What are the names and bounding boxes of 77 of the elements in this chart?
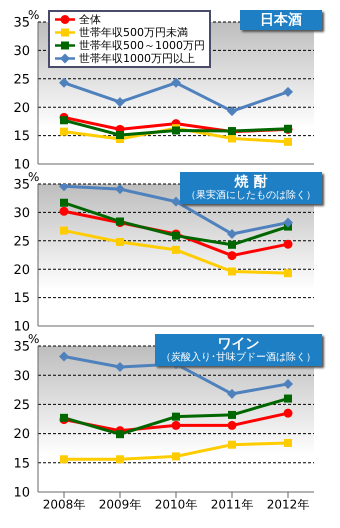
point	[116, 430, 124, 438]
point	[116, 455, 124, 464]
point	[116, 238, 124, 246]
point	[59, 352, 69, 362]
y-tick-label: 20	[13, 262, 30, 278]
point	[60, 206, 68, 216]
point	[172, 412, 180, 421]
point	[228, 251, 236, 260]
y-tick-label: 30	[13, 368, 30, 384]
legend-label: 世帯年収500万円未満	[79, 26, 188, 39]
point	[60, 116, 68, 124]
point	[284, 269, 292, 278]
point	[60, 455, 68, 464]
chart-title: ワイン	[218, 336, 260, 352]
y-tick-label: 25	[13, 234, 30, 250]
point	[284, 408, 292, 418]
text: （果実酒にしたものは除く）	[186, 190, 316, 202]
point	[60, 414, 68, 422]
point	[228, 267, 236, 276]
point	[60, 226, 68, 235]
point	[172, 452, 180, 460]
y-axis-title: %	[28, 332, 40, 346]
legend-label: 世帯年収500～1000万円	[79, 39, 205, 52]
point	[171, 196, 181, 207]
point	[228, 420, 236, 430]
y-tick-label: 15	[13, 129, 30, 144]
point	[284, 394, 292, 403]
point	[172, 420, 180, 430]
y-tick-label: 15	[13, 456, 30, 472]
y-tick-label: 35	[13, 16, 30, 31]
point	[283, 218, 293, 228]
point	[172, 246, 180, 254]
point	[171, 78, 181, 88]
y-tick-label: 35	[13, 340, 30, 355]
x-tick-label: 2011年	[210, 498, 254, 512]
y-tick-label: 10	[13, 486, 30, 501]
legend-label: 世帯年収1000万円以上	[79, 52, 195, 65]
y-tick-label: 20	[13, 100, 30, 116]
x-tick-label: 2012年	[266, 498, 310, 512]
point	[284, 438, 292, 447]
point	[284, 240, 292, 249]
point	[59, 78, 69, 88]
point	[227, 228, 237, 239]
point	[283, 86, 293, 97]
point	[227, 106, 237, 116]
y-axis-title: %	[28, 8, 40, 22]
chart-title: 日本酒	[259, 12, 303, 28]
point	[116, 131, 124, 140]
y-tick-label: 20	[13, 427, 30, 442]
y-tick-label: 30	[13, 44, 30, 60]
point	[228, 440, 236, 449]
point	[172, 232, 180, 240]
chart-title: 焼 酎	[233, 174, 268, 190]
text: （炭酸入り･甘味ブドー酒は除く）	[161, 352, 316, 364]
x-tick-label: 2010年	[154, 498, 198, 512]
y-tick-label: 35	[13, 178, 30, 193]
point	[115, 184, 125, 194]
point	[284, 138, 292, 146]
y-tick-label: 15	[13, 291, 30, 306]
point	[228, 240, 236, 249]
point	[115, 97, 125, 108]
point	[115, 362, 125, 372]
y-tick-label: 25	[13, 72, 30, 88]
point	[227, 388, 237, 399]
point	[60, 128, 68, 136]
y-tick-label: 25	[13, 398, 30, 414]
y-tick-label: 10	[13, 158, 30, 173]
x-tick-label: 2009年	[98, 498, 142, 512]
point	[60, 198, 68, 207]
y-tick-label: 30	[13, 206, 30, 222]
point	[228, 410, 236, 419]
point	[283, 378, 293, 389]
legend-label: 全体	[79, 13, 101, 26]
y-axis-title: %	[28, 170, 40, 184]
point	[228, 134, 236, 142]
x-tick-label: 2008年	[42, 498, 86, 512]
y-tick-label: 10	[13, 320, 30, 335]
